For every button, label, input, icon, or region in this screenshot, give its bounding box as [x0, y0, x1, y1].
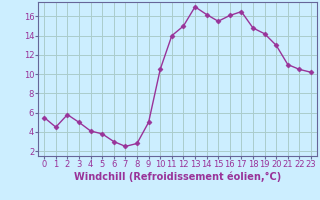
X-axis label: Windchill (Refroidissement éolien,°C): Windchill (Refroidissement éolien,°C): [74, 172, 281, 182]
